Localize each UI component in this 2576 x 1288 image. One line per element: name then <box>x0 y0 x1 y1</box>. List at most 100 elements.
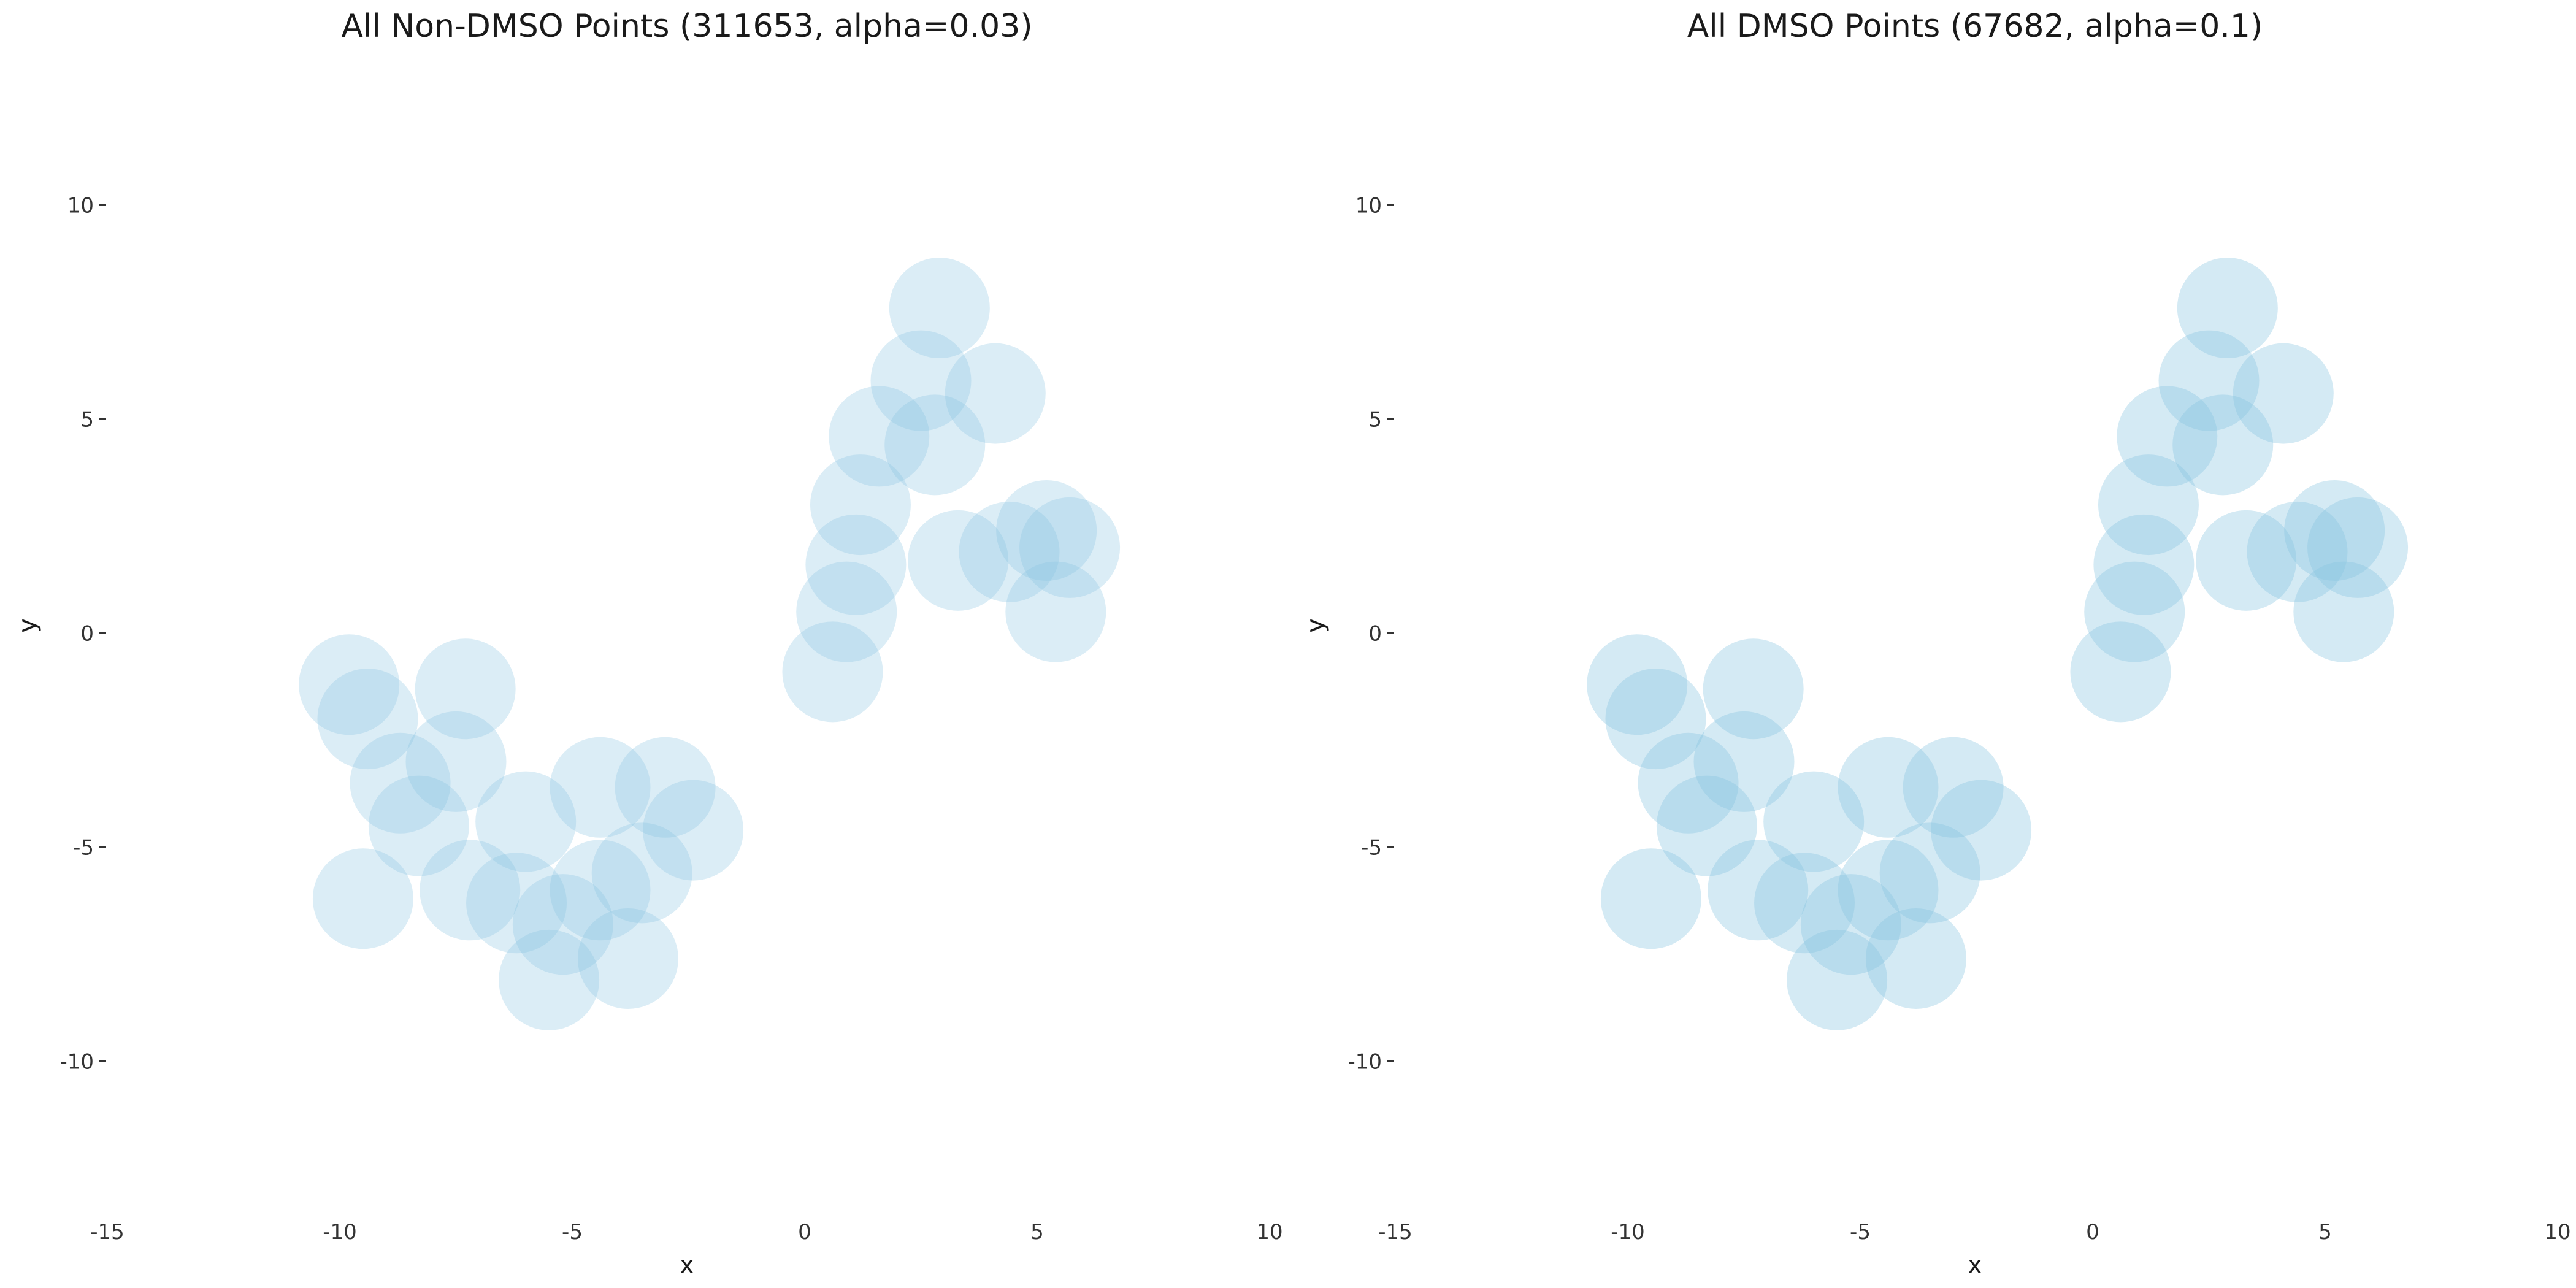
data-point <box>350 732 451 834</box>
data-point <box>959 501 1060 602</box>
x-tick-label: 5 <box>2318 1220 2332 1244</box>
data-point <box>996 480 1097 581</box>
data-point <box>643 780 744 881</box>
data-point <box>2084 561 2185 662</box>
x-tick-label: -5 <box>1850 1220 1871 1244</box>
data-point <box>1879 822 1980 924</box>
data-point <box>1838 840 1939 941</box>
y-tick-label: 5 <box>1368 408 1382 432</box>
data-point <box>2177 258 2278 359</box>
y-tick-label: 0 <box>80 622 94 646</box>
y-tick-label: 10 <box>1355 194 1382 218</box>
x-tick-label: 10 <box>2544 1220 2570 1244</box>
data-point <box>466 853 567 954</box>
y-tick-label: 10 <box>67 194 94 218</box>
x-tick-label: -5 <box>562 1220 583 1244</box>
data-point <box>870 330 972 431</box>
data-point <box>1600 848 1701 949</box>
data-point <box>512 874 613 975</box>
data-point <box>1903 737 2004 838</box>
y-axis-label: y <box>13 618 42 633</box>
data-point <box>475 771 577 872</box>
y-axis-label: y <box>1301 618 1330 633</box>
x-tick-label: -10 <box>1611 1220 1645 1244</box>
panel-title: All DMSO Points (67682, alpha=0.1) <box>1687 8 2263 45</box>
data-point <box>796 561 897 662</box>
data-point <box>2233 343 2334 444</box>
x-tick-label: -15 <box>90 1220 125 1244</box>
y-tick-label: -5 <box>1361 836 1382 861</box>
data-point <box>2117 386 2218 487</box>
data-point <box>1703 638 1804 740</box>
panel-title: All Non-DMSO Points (311653, alpha=0.03) <box>341 8 1032 45</box>
data-point <box>415 638 516 740</box>
points-layer <box>1587 258 2409 1030</box>
scatter-panel-dmso: All DMSO Points (67682, alpha=0.1) 10 5 0 -… <box>1301 8 2571 1279</box>
data-point <box>1787 929 1888 1030</box>
data-point <box>1708 840 1809 941</box>
data-point <box>2293 561 2394 662</box>
data-point <box>577 908 678 1009</box>
data-point <box>1693 711 1795 812</box>
data-point <box>1656 775 1757 876</box>
y-tick-label: -10 <box>59 1050 94 1075</box>
ticks-layer: 10 5 0 -5 -10 -15 -10 -5 0 5 10 <box>1347 194 2570 1245</box>
data-point <box>591 822 692 924</box>
data-point <box>312 848 413 949</box>
data-point <box>2284 480 2385 581</box>
data-point <box>1587 634 1688 735</box>
x-tick-label: 5 <box>1030 1220 1044 1244</box>
data-point <box>782 621 883 723</box>
data-point <box>829 386 930 487</box>
scatter-panel-non-dmso: All Non-DMSO Points (311653, alpha=0.03)… <box>13 8 1283 1279</box>
data-point <box>1638 732 1739 834</box>
data-point <box>2158 330 2260 431</box>
data-point <box>2196 510 2297 611</box>
data-point <box>1865 908 1966 1009</box>
data-point <box>2172 394 2274 496</box>
data-point <box>2247 501 2348 602</box>
data-point <box>405 711 507 812</box>
data-point <box>1838 737 1939 838</box>
data-point <box>550 840 651 941</box>
data-point <box>2093 514 2195 615</box>
y-tick-label: -5 <box>73 836 94 861</box>
data-point <box>1605 669 1706 770</box>
data-point <box>550 737 651 838</box>
x-tick-label: -10 <box>323 1220 357 1244</box>
y-tick-label: 5 <box>80 408 94 432</box>
data-point <box>1800 874 1901 975</box>
data-point <box>884 394 986 496</box>
y-tick-label: -10 <box>1347 1050 1382 1075</box>
data-point <box>805 514 907 615</box>
data-point <box>889 258 990 359</box>
data-point <box>1763 771 1865 872</box>
x-tick-label: 0 <box>798 1220 811 1244</box>
x-axis-label: x <box>680 1251 694 1279</box>
data-point <box>1019 497 1121 598</box>
data-point <box>810 454 911 556</box>
ticks-layer: 10 5 0 -5 -10 -15 -10 -5 0 5 10 <box>59 194 1282 1245</box>
data-point <box>2098 454 2199 556</box>
data-point <box>1931 780 2032 881</box>
data-point <box>615 737 716 838</box>
y-tick-label: 0 <box>1368 622 1382 646</box>
x-axis-label: x <box>1968 1251 1982 1279</box>
data-point <box>368 775 469 876</box>
data-point <box>1754 853 1855 954</box>
data-point <box>299 634 400 735</box>
x-tick-label: 10 <box>1256 1220 1282 1244</box>
data-point <box>945 343 1046 444</box>
data-point <box>2307 497 2409 598</box>
data-point <box>908 510 1009 611</box>
x-tick-label: 0 <box>2086 1220 2099 1244</box>
data-point <box>317 669 418 770</box>
data-point <box>2070 621 2171 723</box>
data-point <box>1005 561 1106 662</box>
points-layer <box>299 258 1121 1030</box>
data-point <box>499 929 600 1030</box>
x-tick-label: -15 <box>1378 1220 1413 1244</box>
data-point <box>420 840 521 941</box>
